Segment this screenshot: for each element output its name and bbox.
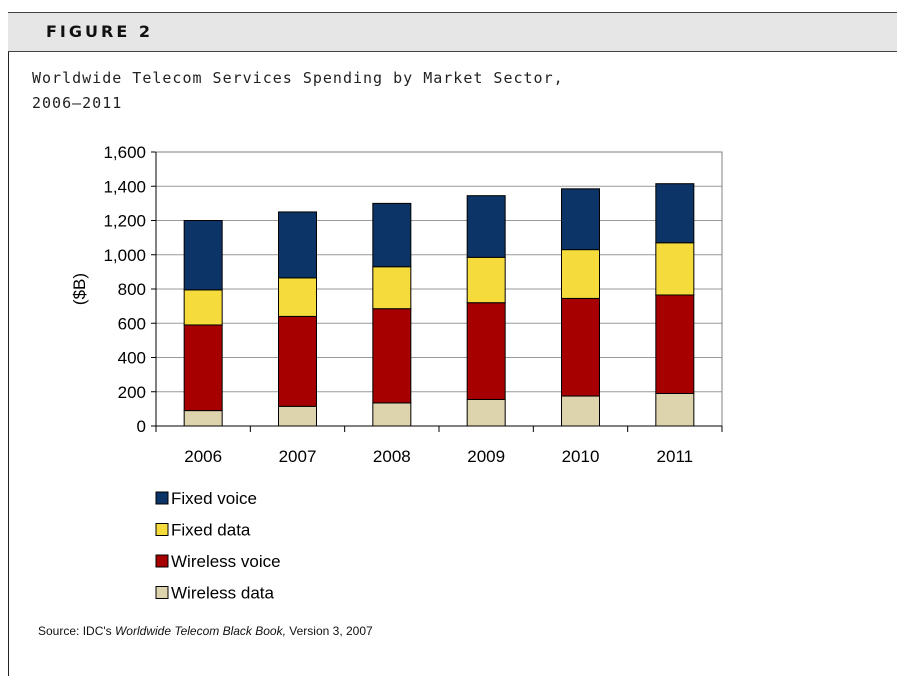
- y-axis-label: ($B): [70, 273, 89, 305]
- bar-fixed-voice: [183, 220, 223, 291]
- x-tick-label: 2009: [467, 447, 505, 466]
- bar-fixed-voice: [655, 183, 695, 244]
- source-suffix: Version 3, 2007: [285, 624, 373, 638]
- x-tick-label: 2011: [657, 447, 694, 466]
- bar-fixed-data: [278, 277, 317, 317]
- bar-fixed-voice: [561, 188, 600, 251]
- y-tick-label: 800: [118, 280, 146, 299]
- bar-wireless-data: [655, 392, 695, 427]
- figure-label: FIGURE 2: [46, 22, 153, 41]
- bar-wireless-data: [466, 398, 506, 427]
- bar-wireless-data: [561, 395, 600, 427]
- bar-fixed-data: [466, 256, 506, 304]
- bar-wireless-voice: [561, 297, 600, 397]
- x-tick-label: 2010: [562, 447, 600, 466]
- bar-wireless-voice: [466, 302, 506, 400]
- bar-fixed-voice: [466, 195, 506, 258]
- bar-fixed-voice: [372, 202, 412, 268]
- legend-swatch-wireless-data: [155, 586, 169, 599]
- figure-title-line-1: Worldwide Telecom Services Spending by M…: [32, 69, 564, 87]
- bar-fixed-data: [561, 249, 600, 299]
- y-tick-label: 1,200: [103, 212, 146, 231]
- y-tick-label: 200: [118, 383, 146, 402]
- y-tick-label: 400: [118, 349, 146, 368]
- bar-wireless-voice: [372, 308, 412, 404]
- legend-swatch-wireless-voice: [155, 554, 169, 568]
- y-tick-label: 1,000: [103, 246, 146, 265]
- x-tick-label: 2006: [184, 447, 222, 466]
- y-tick-label: 0: [137, 417, 146, 436]
- figure-title-line-2: 2006–2011: [32, 94, 123, 112]
- legend-label-wireless-data: Wireless data: [171, 584, 275, 603]
- figure-frame-left: [8, 12, 9, 676]
- y-tick-label: 600: [118, 314, 146, 333]
- x-tick-label: 2007: [279, 447, 317, 466]
- bar-wireless-data: [183, 410, 223, 427]
- source-note: Source: IDC's Worldwide Telecom Black Bo…: [38, 624, 373, 638]
- bar-wireless-data: [278, 405, 317, 427]
- bar-fixed-data: [183, 289, 223, 326]
- legend-label-fixed-voice: Fixed voice: [171, 489, 257, 508]
- legend-swatch-fixed-voice: [155, 491, 169, 505]
- bar-wireless-voice: [278, 315, 317, 407]
- y-tick-label: 1,600: [103, 143, 146, 162]
- figure-title: Worldwide Telecom Services Spending by M…: [32, 66, 672, 116]
- legend-label-wireless-voice: Wireless voice: [171, 552, 281, 571]
- figure-header: FIGURE 2: [8, 12, 897, 52]
- bar-fixed-voice: [278, 211, 317, 279]
- bar-wireless-voice: [183, 324, 223, 412]
- bar-fixed-data: [655, 242, 695, 296]
- x-tick-label: 2008: [373, 447, 411, 466]
- legend-swatch-fixed-data: [155, 523, 169, 536]
- legend-label-fixed-data: Fixed data: [171, 521, 251, 540]
- bar-wireless-data: [372, 402, 412, 427]
- bar-fixed-data: [372, 266, 412, 310]
- bar-wireless-voice: [655, 294, 695, 394]
- y-tick-label: 1,400: [103, 177, 146, 196]
- source-publication: Worldwide Telecom Black Book,: [114, 624, 286, 638]
- source-prefix: Source: IDC's: [38, 624, 115, 638]
